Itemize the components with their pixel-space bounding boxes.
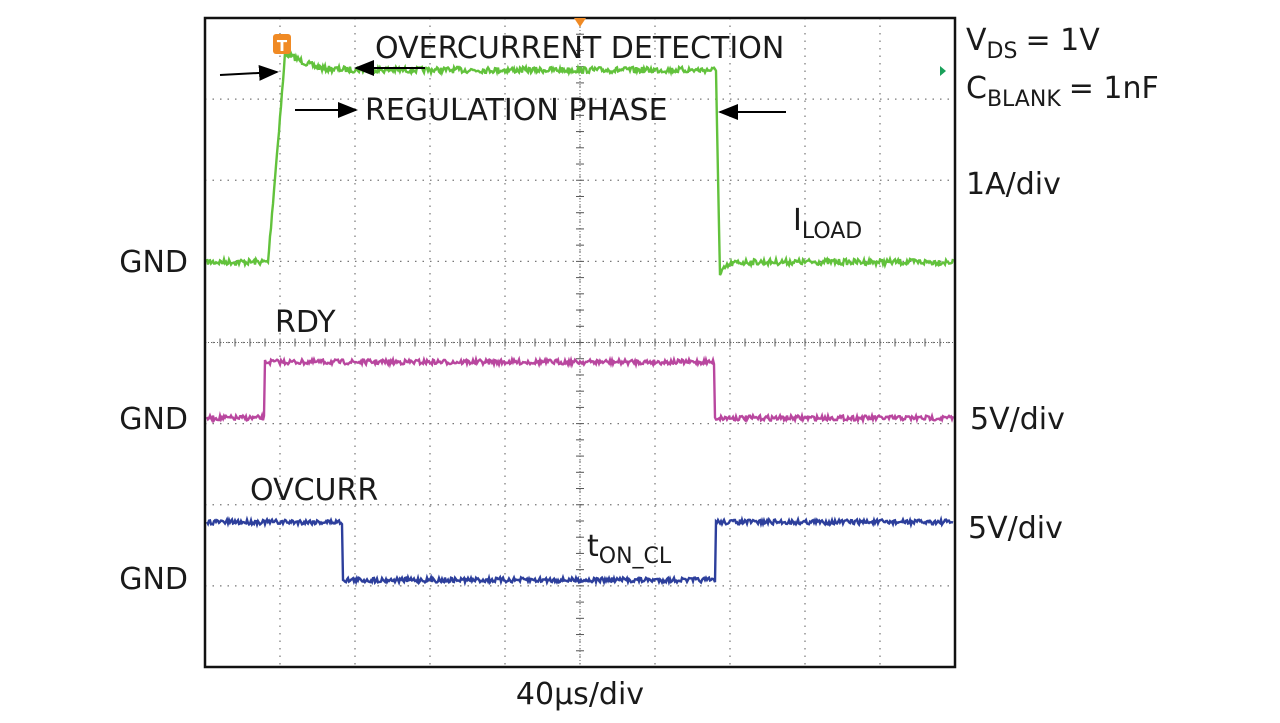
symbol: C (966, 71, 987, 106)
level-marker (940, 66, 946, 76)
subscript: BLANK (987, 87, 1061, 112)
trace (205, 515, 954, 587)
subscript: DS (987, 39, 1018, 64)
channel-name: OVCURR (250, 473, 378, 508)
trigger-position (574, 18, 586, 27)
channel-scale: 5V/div (968, 511, 1063, 546)
arrow (219, 64, 279, 81)
value: = 1nF (1069, 71, 1159, 106)
pulse-label: tON_CL (587, 529, 672, 569)
trace (205, 354, 955, 425)
overcurrent-label: OVERCURRENT DETECTION (375, 31, 784, 66)
channel-scale: 1A/div (966, 167, 1061, 202)
ground-label: GND (119, 562, 188, 597)
trigger-marker: T (277, 37, 288, 55)
channel-name: RDY (275, 305, 336, 340)
traces (205, 49, 955, 587)
ground-label: GND (119, 402, 188, 437)
time-scale: 40µs/div (516, 677, 644, 712)
channel-scale: 5V/div (970, 402, 1065, 437)
condition: CBLANK = 1nF (966, 71, 1159, 112)
regulation-label: REGULATION PHASE (365, 93, 668, 128)
condition: VDS = 1V (966, 23, 1100, 64)
trigger-marker-box (273, 34, 291, 54)
arrows (219, 60, 786, 120)
value: = 1V (1025, 23, 1100, 58)
subscript: ON_CL (599, 544, 672, 569)
grid (204, 17, 956, 667)
subscript: LOAD (802, 219, 862, 244)
symbol: V (966, 23, 987, 58)
symbol: I (793, 203, 802, 238)
symbol: t (587, 529, 599, 564)
ground-label: GND (119, 245, 188, 280)
channel-name: ILOAD (793, 203, 862, 244)
trace (205, 49, 955, 276)
